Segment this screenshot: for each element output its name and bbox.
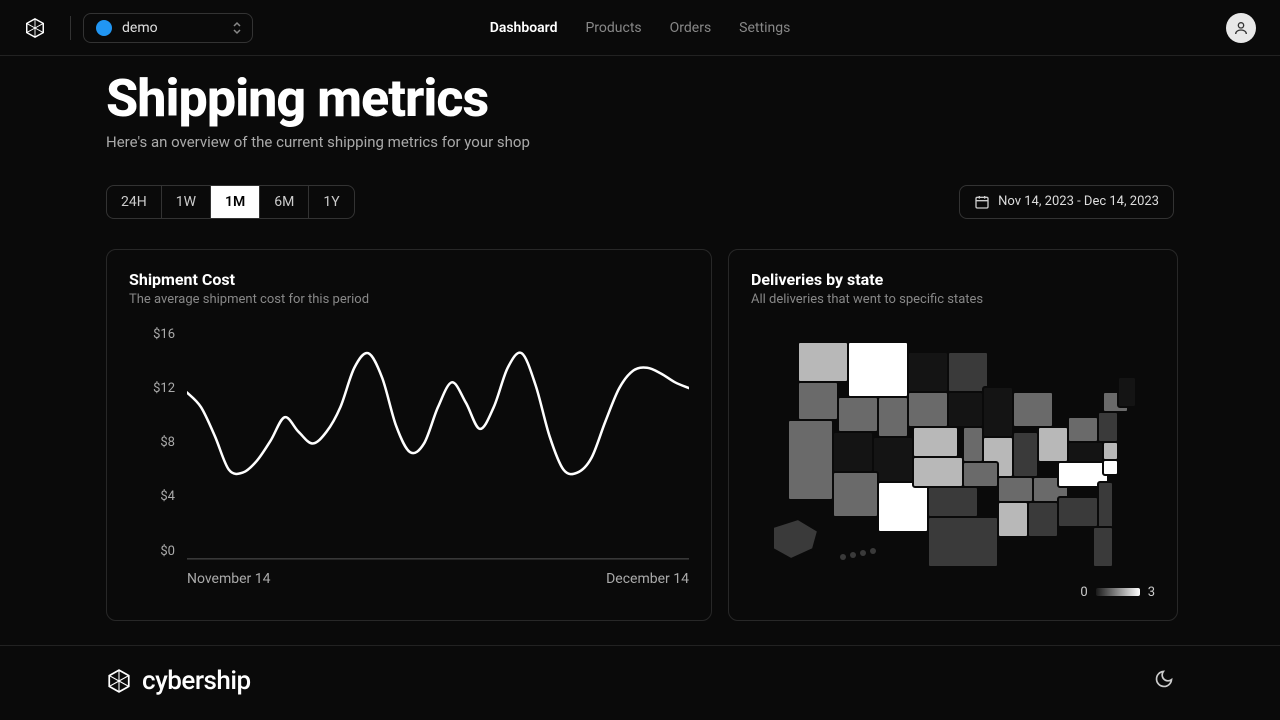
user-avatar[interactable] <box>1226 13 1256 43</box>
deliveries-subtitle: All deliveries that went to specific sta… <box>751 292 1155 307</box>
brand-name: cybership <box>142 666 251 696</box>
chart-y-axis: $16 $12 $8 $4 $0 <box>129 327 183 559</box>
main-nav: Dashboard Products Orders Settings <box>490 20 791 36</box>
footer-brand[interactable]: cybership <box>106 666 251 696</box>
legend-gradient <box>1096 588 1140 596</box>
chevron-updown-icon <box>232 21 242 35</box>
workspace-selector[interactable]: demo <box>83 13 253 43</box>
time-range-group: 24H 1W 1M 6M 1Y <box>106 185 355 219</box>
logo[interactable] <box>24 17 46 39</box>
nav-orders[interactable]: Orders <box>670 20 712 36</box>
shipment-cost-title: Shipment Cost <box>129 270 689 289</box>
range-1w[interactable]: 1W <box>162 186 211 218</box>
range-24h[interactable]: 24H <box>107 186 162 218</box>
workspace-color-dot <box>96 20 112 36</box>
page-subtitle: Here's an overview of the current shippi… <box>106 133 1174 151</box>
theme-toggle[interactable] <box>1154 669 1174 693</box>
workspace-name: demo <box>122 20 158 36</box>
range-1m[interactable]: 1M <box>211 186 260 218</box>
nav-dashboard[interactable]: Dashboard <box>490 20 558 36</box>
range-6m[interactable]: 6M <box>260 186 309 218</box>
chart-x-axis: November 14 December 14 <box>187 571 689 587</box>
nav-products[interactable]: Products <box>585 20 641 36</box>
shipment-cost-card: Shipment Cost The average shipment cost … <box>106 249 712 621</box>
page-title: Shipping metrics <box>106 72 1174 127</box>
date-range-label: Nov 14, 2023 - Dec 14, 2023 <box>998 194 1159 209</box>
shipment-line-chart <box>187 327 689 560</box>
deliveries-title: Deliveries by state <box>751 270 1155 289</box>
deliveries-card: Deliveries by state All deliveries that … <box>728 249 1178 621</box>
range-1y[interactable]: 1Y <box>309 186 353 218</box>
nav-settings[interactable]: Settings <box>739 20 790 36</box>
shipment-cost-subtitle: The average shipment cost for this perio… <box>129 292 689 307</box>
map-legend: 0 3 <box>751 585 1155 600</box>
moon-icon <box>1154 669 1174 689</box>
calendar-icon <box>974 194 990 210</box>
divider <box>70 16 71 40</box>
brand-icon <box>106 668 132 694</box>
us-map <box>758 332 1148 572</box>
date-range-picker[interactable]: Nov 14, 2023 - Dec 14, 2023 <box>959 185 1174 219</box>
